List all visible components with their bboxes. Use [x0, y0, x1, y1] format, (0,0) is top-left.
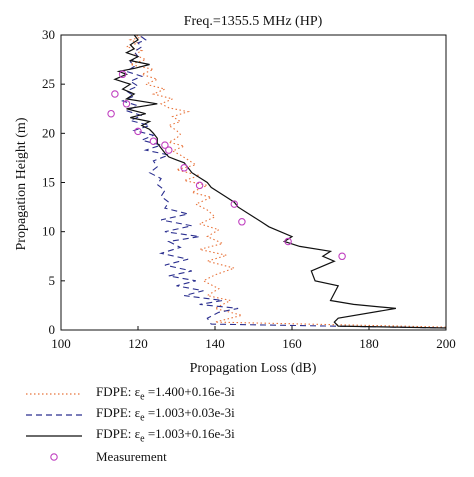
chart-legend: FDPE: εe =1.400+0.16e-3i FDPE: εe =1.003+…	[24, 383, 444, 467]
measurement-point	[134, 127, 142, 136]
legend-marker	[50, 452, 58, 461]
x-axis-title: Propagation Loss (dB)	[190, 361, 317, 376]
legend-label: FDPE: εe =1.400+0.16e-3i	[96, 384, 235, 403]
legend-item: FDPE: εe =1.400+0.16e-3i	[24, 383, 444, 404]
y-tick-label: 0	[49, 322, 56, 337]
measurement-point	[122, 100, 131, 108]
x-tick-label: 200	[436, 336, 456, 351]
measurement-point	[195, 181, 204, 190]
x-axis: 100 120 140 160 180 200	[51, 326, 456, 351]
y-tick-label: 5	[49, 273, 56, 288]
legend-swatch	[50, 452, 58, 461]
x-tick-label: 120	[128, 336, 148, 351]
series-line-dashed	[121, 34, 447, 329]
plot-markers	[107, 70, 346, 261]
measurement-point	[165, 146, 173, 154]
measurement-point	[230, 200, 239, 208]
measurement-point	[338, 252, 346, 261]
legend-label: FDPE: εe =1.003+0.03e-3i	[96, 405, 235, 424]
x-tick-label: 180	[359, 336, 379, 351]
propagation-chart: Freq.=1355.5 MHz (HP) 100 120 140 160 180 200…	[14, 14, 456, 376]
measurement-point	[111, 90, 119, 98]
y-tick-label: 25	[42, 76, 55, 91]
legend-label: Measurement	[96, 448, 167, 464]
legend-item: Measurement	[24, 446, 444, 467]
legend-label: FDPE: εe =1.003+0.16e-3i	[96, 426, 235, 445]
plot-series	[113, 34, 447, 329]
x-tick-label: 140	[205, 336, 225, 351]
y-axis: 0 5 10 15 20 25 30	[42, 27, 65, 337]
y-tick-label: 30	[42, 27, 55, 42]
plot-frame	[60, 34, 447, 331]
y-axis-title: Propagation Height (m)	[14, 117, 29, 250]
x-tick-label: 100	[51, 336, 71, 351]
legend-swatch	[26, 434, 82, 437]
y-tick-label: 15	[42, 175, 55, 190]
chart-title: Freq.=1355.5 MHz (HP)	[184, 14, 323, 29]
legend-swatch	[26, 392, 82, 395]
x-tick-label: 160	[282, 336, 302, 351]
y-tick-label: 10	[42, 224, 55, 239]
measurement-point	[118, 70, 127, 79]
measurement-point	[107, 109, 115, 118]
legend-swatch	[26, 413, 82, 416]
legend-item: FDPE: εe =1.003+0.16e-3i	[24, 425, 444, 446]
series-line-dotted	[124, 34, 447, 328]
measurement-point	[161, 141, 169, 149]
measurement-point	[238, 218, 246, 226]
measurement-point	[180, 164, 188, 172]
measurement-point	[284, 237, 292, 246]
y-tick-label: 20	[42, 125, 55, 140]
measurement-point	[149, 137, 158, 145]
legend-item: FDPE: εe =1.003+0.03e-3i	[24, 404, 444, 425]
series-line-solid	[113, 34, 447, 329]
